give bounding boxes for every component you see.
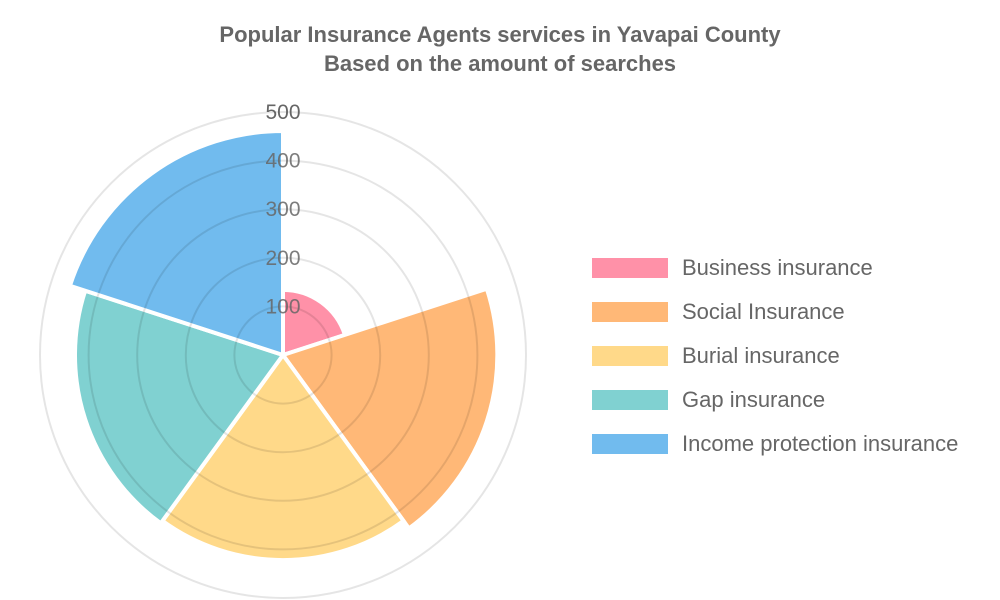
tick-label: 300 bbox=[265, 198, 300, 221]
legend-item[interactable]: Gap insurance bbox=[592, 378, 958, 422]
grid-ring bbox=[233, 305, 333, 405]
grid-ring bbox=[136, 208, 430, 502]
legend-swatch bbox=[592, 302, 668, 322]
legend-item[interactable]: Business insurance bbox=[592, 246, 958, 290]
chart-title-line2: Based on the amount of searches bbox=[323, 51, 677, 76]
tick-label: 500 bbox=[265, 101, 300, 124]
tick-label: 200 bbox=[265, 247, 300, 270]
legend-item[interactable]: Social Insurance bbox=[592, 290, 958, 334]
tick-label: 100 bbox=[265, 295, 300, 318]
legend-label: Income protection insurance bbox=[682, 431, 959, 456]
chart-sectors bbox=[67, 128, 500, 563]
legend-item[interactable]: Income protection insurance bbox=[592, 422, 958, 466]
chart-title-line1: Popular Insurance Agents services in Yav… bbox=[219, 22, 781, 47]
legend-swatch bbox=[592, 346, 668, 366]
legend-label: Burial insurance bbox=[682, 343, 840, 368]
legend: Business insurance Social Insurance Buri… bbox=[592, 246, 958, 466]
legend-label: Gap insurance bbox=[682, 387, 826, 412]
grid-ring bbox=[87, 159, 479, 551]
tick-label: 400 bbox=[265, 150, 300, 173]
legend-swatch bbox=[592, 434, 668, 454]
legend-item[interactable]: Burial insurance bbox=[592, 334, 958, 378]
legend-swatch bbox=[592, 258, 668, 278]
radial-tick-labels: 100 200 300 400 500 bbox=[265, 101, 300, 318]
sector-gap-insurance[interactable] bbox=[73, 288, 287, 527]
radial-grid bbox=[39, 111, 527, 599]
chart-title: Popular Insurance Agents services in Yav… bbox=[0, 20, 1000, 78]
sector-burial-insurance[interactable] bbox=[159, 351, 407, 563]
legend-label: Business insurance bbox=[682, 255, 873, 280]
sector-income-protection-insurance[interactable] bbox=[67, 128, 285, 358]
grid-ring bbox=[184, 256, 382, 454]
sector-social-insurance[interactable] bbox=[279, 286, 500, 532]
grid-ring bbox=[39, 111, 527, 599]
legend-label: Social Insurance bbox=[682, 299, 845, 324]
legend-swatch bbox=[592, 390, 668, 410]
